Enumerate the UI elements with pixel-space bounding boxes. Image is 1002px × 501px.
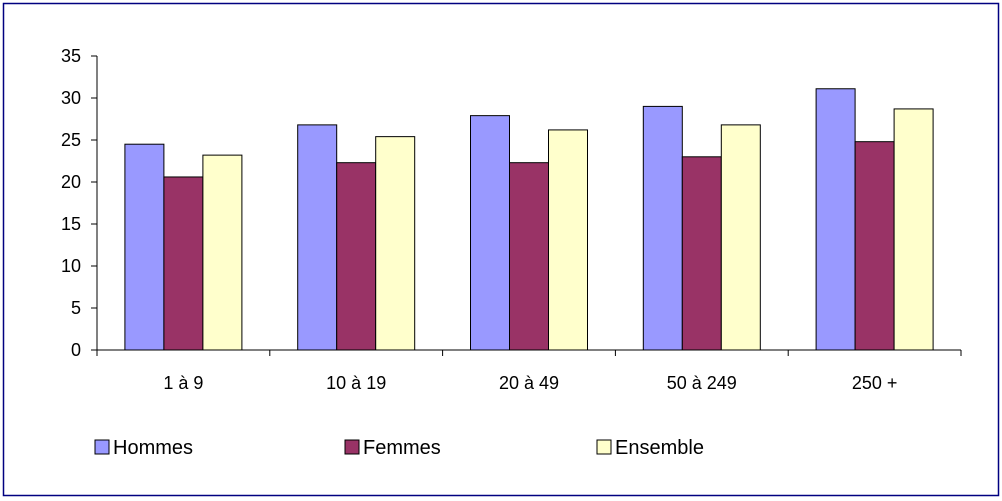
legend-label-hommes: Hommes [113,437,193,459]
bar-hommes-3 [470,115,510,351]
bar-femmes-2 [336,162,377,351]
bar-femmes-5 [854,141,895,351]
y-tick-label: 25 [61,130,81,150]
y-axis: 0 5 10 15 20 25 30 35 [61,46,98,360]
bar-femmes-1 [163,176,204,351]
bar-hommes-2 [297,124,338,351]
y-tick-label: 30 [61,88,81,108]
x-tick-label: 250 + [852,373,898,393]
y-tick-label: 15 [61,214,81,234]
bar-femmes-3 [509,162,549,351]
bar-hommes-5 [815,88,856,351]
legend-swatch-ensemble [596,439,612,455]
x-tick-label: 20 à 49 [499,373,559,393]
y-tick-label: 35 [61,46,81,66]
bar-femmes-4 [681,156,722,351]
legend: Hommes Femmes Ensemble [94,437,704,459]
bar-hommes-1 [124,143,165,351]
y-tick-label: 20 [61,172,81,192]
bar-ensemble-1 [202,154,243,351]
y-tick-label: 10 [61,256,81,276]
bar-ensemble-2 [375,136,416,351]
legend-swatch-femmes [344,439,360,455]
legend-label-femmes: Femmes [363,437,441,459]
x-tick-label: 50 à 249 [667,373,737,393]
bar-ensemble-3 [548,129,588,351]
legend-label-ensemble: Ensemble [615,437,704,459]
bars [124,88,934,351]
y-tick-label: 0 [71,340,81,360]
x-tick-label: 10 à 19 [326,373,386,393]
legend-swatch-hommes [94,439,110,455]
y-tick-label: 5 [71,298,81,318]
bar-ensemble-4 [720,124,761,351]
x-tick-label: 1 à 9 [163,373,203,393]
bar-hommes-4 [642,105,683,351]
bar-ensemble-5 [893,108,934,351]
